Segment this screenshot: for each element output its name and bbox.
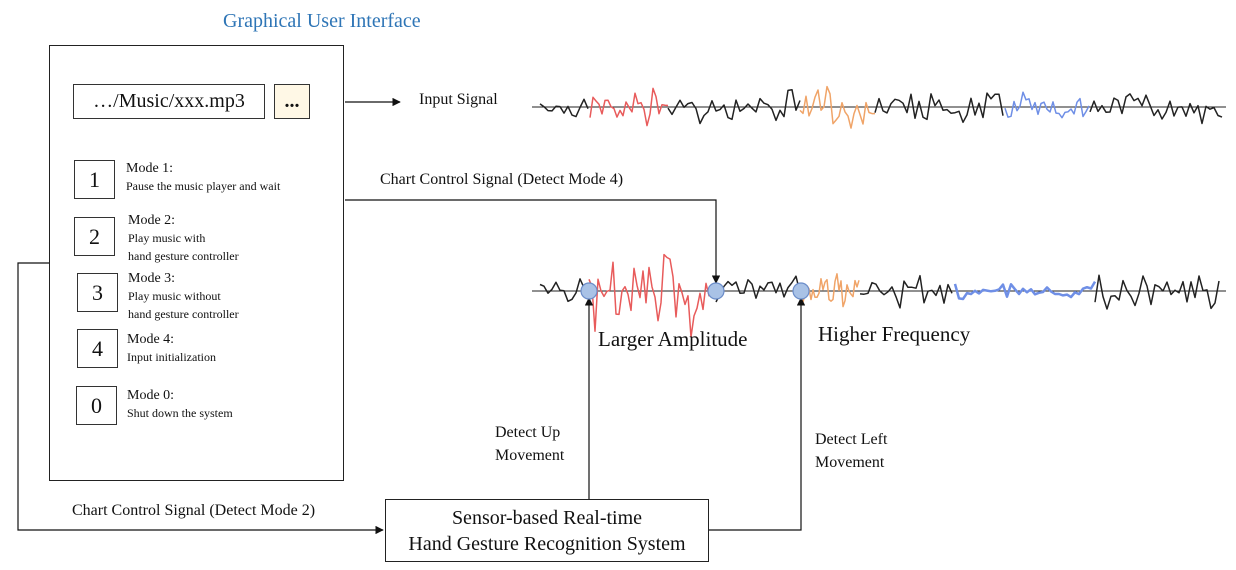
top-wave-segment-4 bbox=[799, 85, 875, 129]
detect-left-label: Detect Left Movement bbox=[815, 431, 888, 471]
gui-panel bbox=[49, 45, 344, 481]
higher-frequency-label: Higher Frequency bbox=[818, 322, 971, 346]
bottom-wave-segment-3 bbox=[715, 275, 801, 303]
mode-0-label: Mode 0: bbox=[127, 388, 175, 403]
mode-1-label: Mode 1: bbox=[126, 161, 174, 176]
mode-4-description: Input initialization bbox=[127, 350, 216, 364]
top-wave-segment-1 bbox=[539, 98, 589, 118]
mode2-control-label: Chart Control Signal (Detect Mode 2) bbox=[72, 502, 316, 519]
mode-1-description: Pause the music player and wait bbox=[126, 179, 281, 193]
input-signal-label: Input Signal bbox=[419, 91, 498, 108]
bottom-wave-segment-2 bbox=[588, 253, 716, 338]
browse-button[interactable]: ... bbox=[274, 84, 310, 119]
mode-2-label: Mode 2: bbox=[128, 213, 176, 228]
mode-2-description: Play music with hand gesture controller bbox=[128, 231, 239, 263]
mode-3-button[interactable]: 3 bbox=[77, 273, 118, 312]
amplitude-end-marker bbox=[707, 282, 725, 300]
bottom-wave-segment-7 bbox=[1094, 274, 1220, 310]
mode-0-button[interactable]: 0 bbox=[76, 386, 117, 425]
bottom-wave-segment-1 bbox=[539, 278, 589, 303]
gesture-recognition-system-box: Sensor-based Real-time Hand Gesture Reco… bbox=[385, 499, 709, 562]
system-name-line2: Hand Gesture Recognition System bbox=[408, 532, 686, 555]
larger-amplitude-label: Larger Amplitude bbox=[598, 327, 748, 351]
top-wave-segment-6 bbox=[1004, 91, 1090, 119]
top-wave-segment-7 bbox=[1089, 93, 1223, 125]
file-path-field[interactable]: …/Music/xxx.mp3 bbox=[73, 84, 265, 119]
mode2-control-connector bbox=[17, 262, 384, 535]
bottom-wave-segment-5 bbox=[859, 274, 953, 309]
bottom-wave-segment-6 bbox=[953, 280, 1097, 301]
system-name-line1: Sensor-based Real-time bbox=[451, 506, 643, 529]
bottom-wave-segment-4 bbox=[800, 273, 860, 308]
amplitude-start-marker bbox=[580, 282, 598, 300]
mode4-control-label: Chart Control Signal (Detect Mode 4) bbox=[380, 171, 624, 188]
input-signal-waveform bbox=[532, 85, 1226, 129]
mode-2-button[interactable]: 2 bbox=[74, 217, 115, 256]
top-wave-segment-5 bbox=[874, 92, 1004, 124]
mode4-control-connector bbox=[345, 199, 721, 284]
mode-3-label: Mode 3: bbox=[128, 271, 176, 286]
mode-4-label: Mode 4: bbox=[127, 332, 175, 347]
output-signal-waveform bbox=[532, 253, 1226, 338]
mode-1-button[interactable]: 1 bbox=[74, 160, 115, 199]
detect-up-label: Detect Up Movement bbox=[495, 424, 565, 464]
gui-title: Graphical User Interface bbox=[223, 10, 421, 32]
mode-0-description: Shut down the system bbox=[127, 406, 233, 420]
top-wave-segment-2 bbox=[589, 87, 669, 127]
frequency-marker bbox=[792, 282, 810, 300]
mode-3-description: Play music without hand gesture controll… bbox=[128, 289, 239, 321]
left-movement-arrow bbox=[709, 297, 806, 531]
top-wave-segment-3 bbox=[667, 88, 801, 125]
mode-4-button[interactable]: 4 bbox=[77, 329, 118, 368]
